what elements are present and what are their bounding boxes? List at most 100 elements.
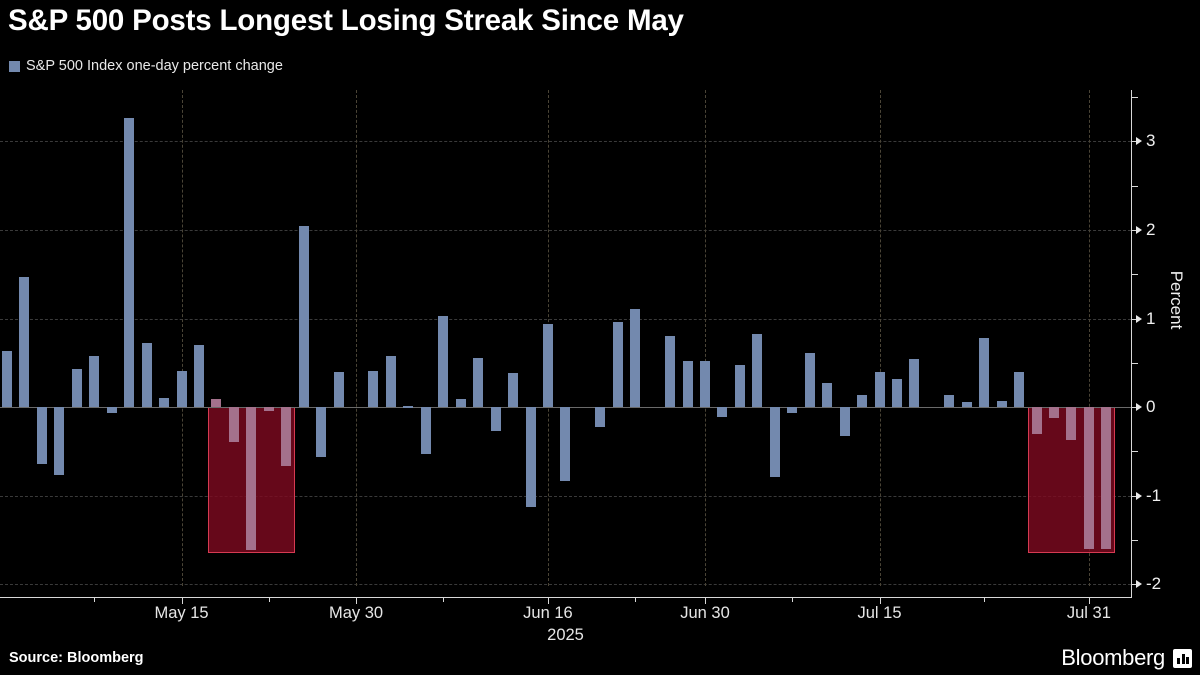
page-title: S&P 500 Posts Longest Losing Streak Sinc… bbox=[8, 4, 684, 37]
bar bbox=[36, 407, 47, 464]
bar bbox=[246, 407, 257, 550]
x-axis-label: Jun 30 bbox=[680, 604, 730, 622]
y-axis-tick bbox=[1131, 495, 1140, 497]
bar bbox=[1101, 407, 1112, 549]
bar bbox=[89, 355, 100, 408]
bar bbox=[717, 407, 728, 417]
chart-legend: S&P 500 Index one-day percent change bbox=[9, 58, 283, 74]
bar bbox=[1031, 407, 1042, 434]
y-axis-tick-arrow-icon bbox=[1136, 580, 1142, 589]
legend-swatch-sp500 bbox=[9, 60, 20, 72]
x-axis-tick bbox=[181, 597, 183, 604]
bar bbox=[106, 407, 117, 414]
x-axis-line bbox=[0, 597, 1131, 598]
bar bbox=[734, 365, 745, 408]
y-axis-tick bbox=[1131, 229, 1140, 231]
gridline-vertical bbox=[1088, 90, 1090, 586]
y-axis-minor-tick bbox=[1131, 274, 1138, 276]
bar bbox=[263, 407, 274, 411]
bar bbox=[54, 407, 65, 476]
bar bbox=[385, 355, 396, 408]
y-axis-tick-arrow-icon bbox=[1136, 403, 1142, 412]
bar bbox=[682, 361, 693, 408]
x-axis-minor-tick bbox=[635, 597, 637, 602]
bar bbox=[560, 407, 571, 482]
bar bbox=[193, 345, 204, 408]
legend-label-sp500: S&P 500 Index one-day percent change bbox=[26, 58, 283, 74]
bar bbox=[542, 323, 553, 408]
y-axis-tick bbox=[1131, 141, 1140, 143]
bar bbox=[228, 407, 239, 442]
y-axis-tick-arrow-icon bbox=[1136, 137, 1142, 146]
bar bbox=[1066, 407, 1077, 440]
bar bbox=[857, 394, 868, 408]
bar bbox=[211, 399, 222, 408]
bar bbox=[700, 361, 710, 408]
x-axis-label: Jun 16 bbox=[523, 604, 573, 622]
bar bbox=[909, 359, 920, 408]
bar bbox=[176, 370, 187, 408]
x-axis-tick bbox=[547, 597, 549, 604]
gridline-horizontal bbox=[0, 318, 1131, 320]
gridline-horizontal bbox=[0, 584, 1131, 586]
y-axis-label: 0 bbox=[1146, 397, 1156, 417]
x-axis-minor-tick bbox=[984, 597, 986, 602]
bar bbox=[1014, 371, 1025, 408]
x-axis-tick bbox=[356, 597, 357, 604]
bar bbox=[961, 401, 972, 408]
bar bbox=[665, 336, 676, 408]
y-axis-label: -1 bbox=[1146, 485, 1162, 505]
x-axis-tick bbox=[705, 597, 706, 604]
gridline-vertical bbox=[879, 90, 881, 586]
bar bbox=[316, 407, 327, 457]
bar bbox=[630, 308, 641, 408]
bar bbox=[490, 407, 501, 431]
bar bbox=[298, 225, 309, 408]
plot-inner bbox=[0, 90, 1131, 586]
gridline-vertical bbox=[181, 90, 183, 586]
bar bbox=[525, 407, 536, 508]
y-axis-tick bbox=[1131, 584, 1140, 586]
y-axis-label: 2 bbox=[1146, 219, 1156, 239]
gridline-horizontal bbox=[0, 141, 1131, 143]
y-axis-label: -2 bbox=[1146, 574, 1162, 594]
x-axis-minor-tick bbox=[94, 597, 96, 602]
bar bbox=[438, 315, 449, 408]
bar bbox=[822, 383, 833, 408]
brand-text: Bloomberg bbox=[1061, 645, 1165, 670]
y-axis-tick bbox=[1131, 407, 1140, 409]
gridline-vertical bbox=[356, 90, 357, 586]
bar bbox=[159, 398, 170, 408]
y-axis-title: Percent bbox=[1167, 270, 1186, 330]
bar bbox=[141, 343, 152, 408]
bar bbox=[71, 369, 82, 408]
source-label: Source: Bloomberg bbox=[9, 650, 144, 666]
x-axis-label: May 30 bbox=[328, 604, 384, 622]
x-axis-tick bbox=[1088, 597, 1090, 604]
bar bbox=[403, 406, 414, 409]
bar bbox=[979, 338, 990, 408]
x-axis-tick bbox=[879, 597, 881, 604]
y-axis-minor-tick bbox=[1131, 97, 1138, 99]
bloomberg-brand: Bloomberg bbox=[1061, 645, 1192, 671]
bar bbox=[420, 407, 431, 455]
bar bbox=[124, 118, 135, 408]
bloomberg-terminal-icon bbox=[1173, 648, 1192, 668]
y-axis-minor-tick bbox=[1131, 539, 1138, 541]
y-axis-minor-tick bbox=[1131, 451, 1138, 453]
bar bbox=[473, 358, 484, 408]
y-axis-tick-arrow-icon bbox=[1136, 491, 1142, 500]
x-axis-label: May 15 bbox=[154, 604, 209, 622]
bar bbox=[368, 370, 379, 408]
bar bbox=[839, 407, 850, 437]
gridline-horizontal bbox=[0, 495, 1131, 497]
y-axis-label: 1 bbox=[1146, 308, 1156, 328]
x-axis-title: 2025 bbox=[547, 626, 584, 644]
bar bbox=[944, 394, 955, 408]
y-axis-tick-arrow-icon bbox=[1136, 225, 1142, 234]
x-axis-minor-tick bbox=[792, 597, 794, 602]
bar bbox=[595, 407, 606, 427]
bar bbox=[508, 373, 519, 408]
bar bbox=[1049, 407, 1059, 418]
